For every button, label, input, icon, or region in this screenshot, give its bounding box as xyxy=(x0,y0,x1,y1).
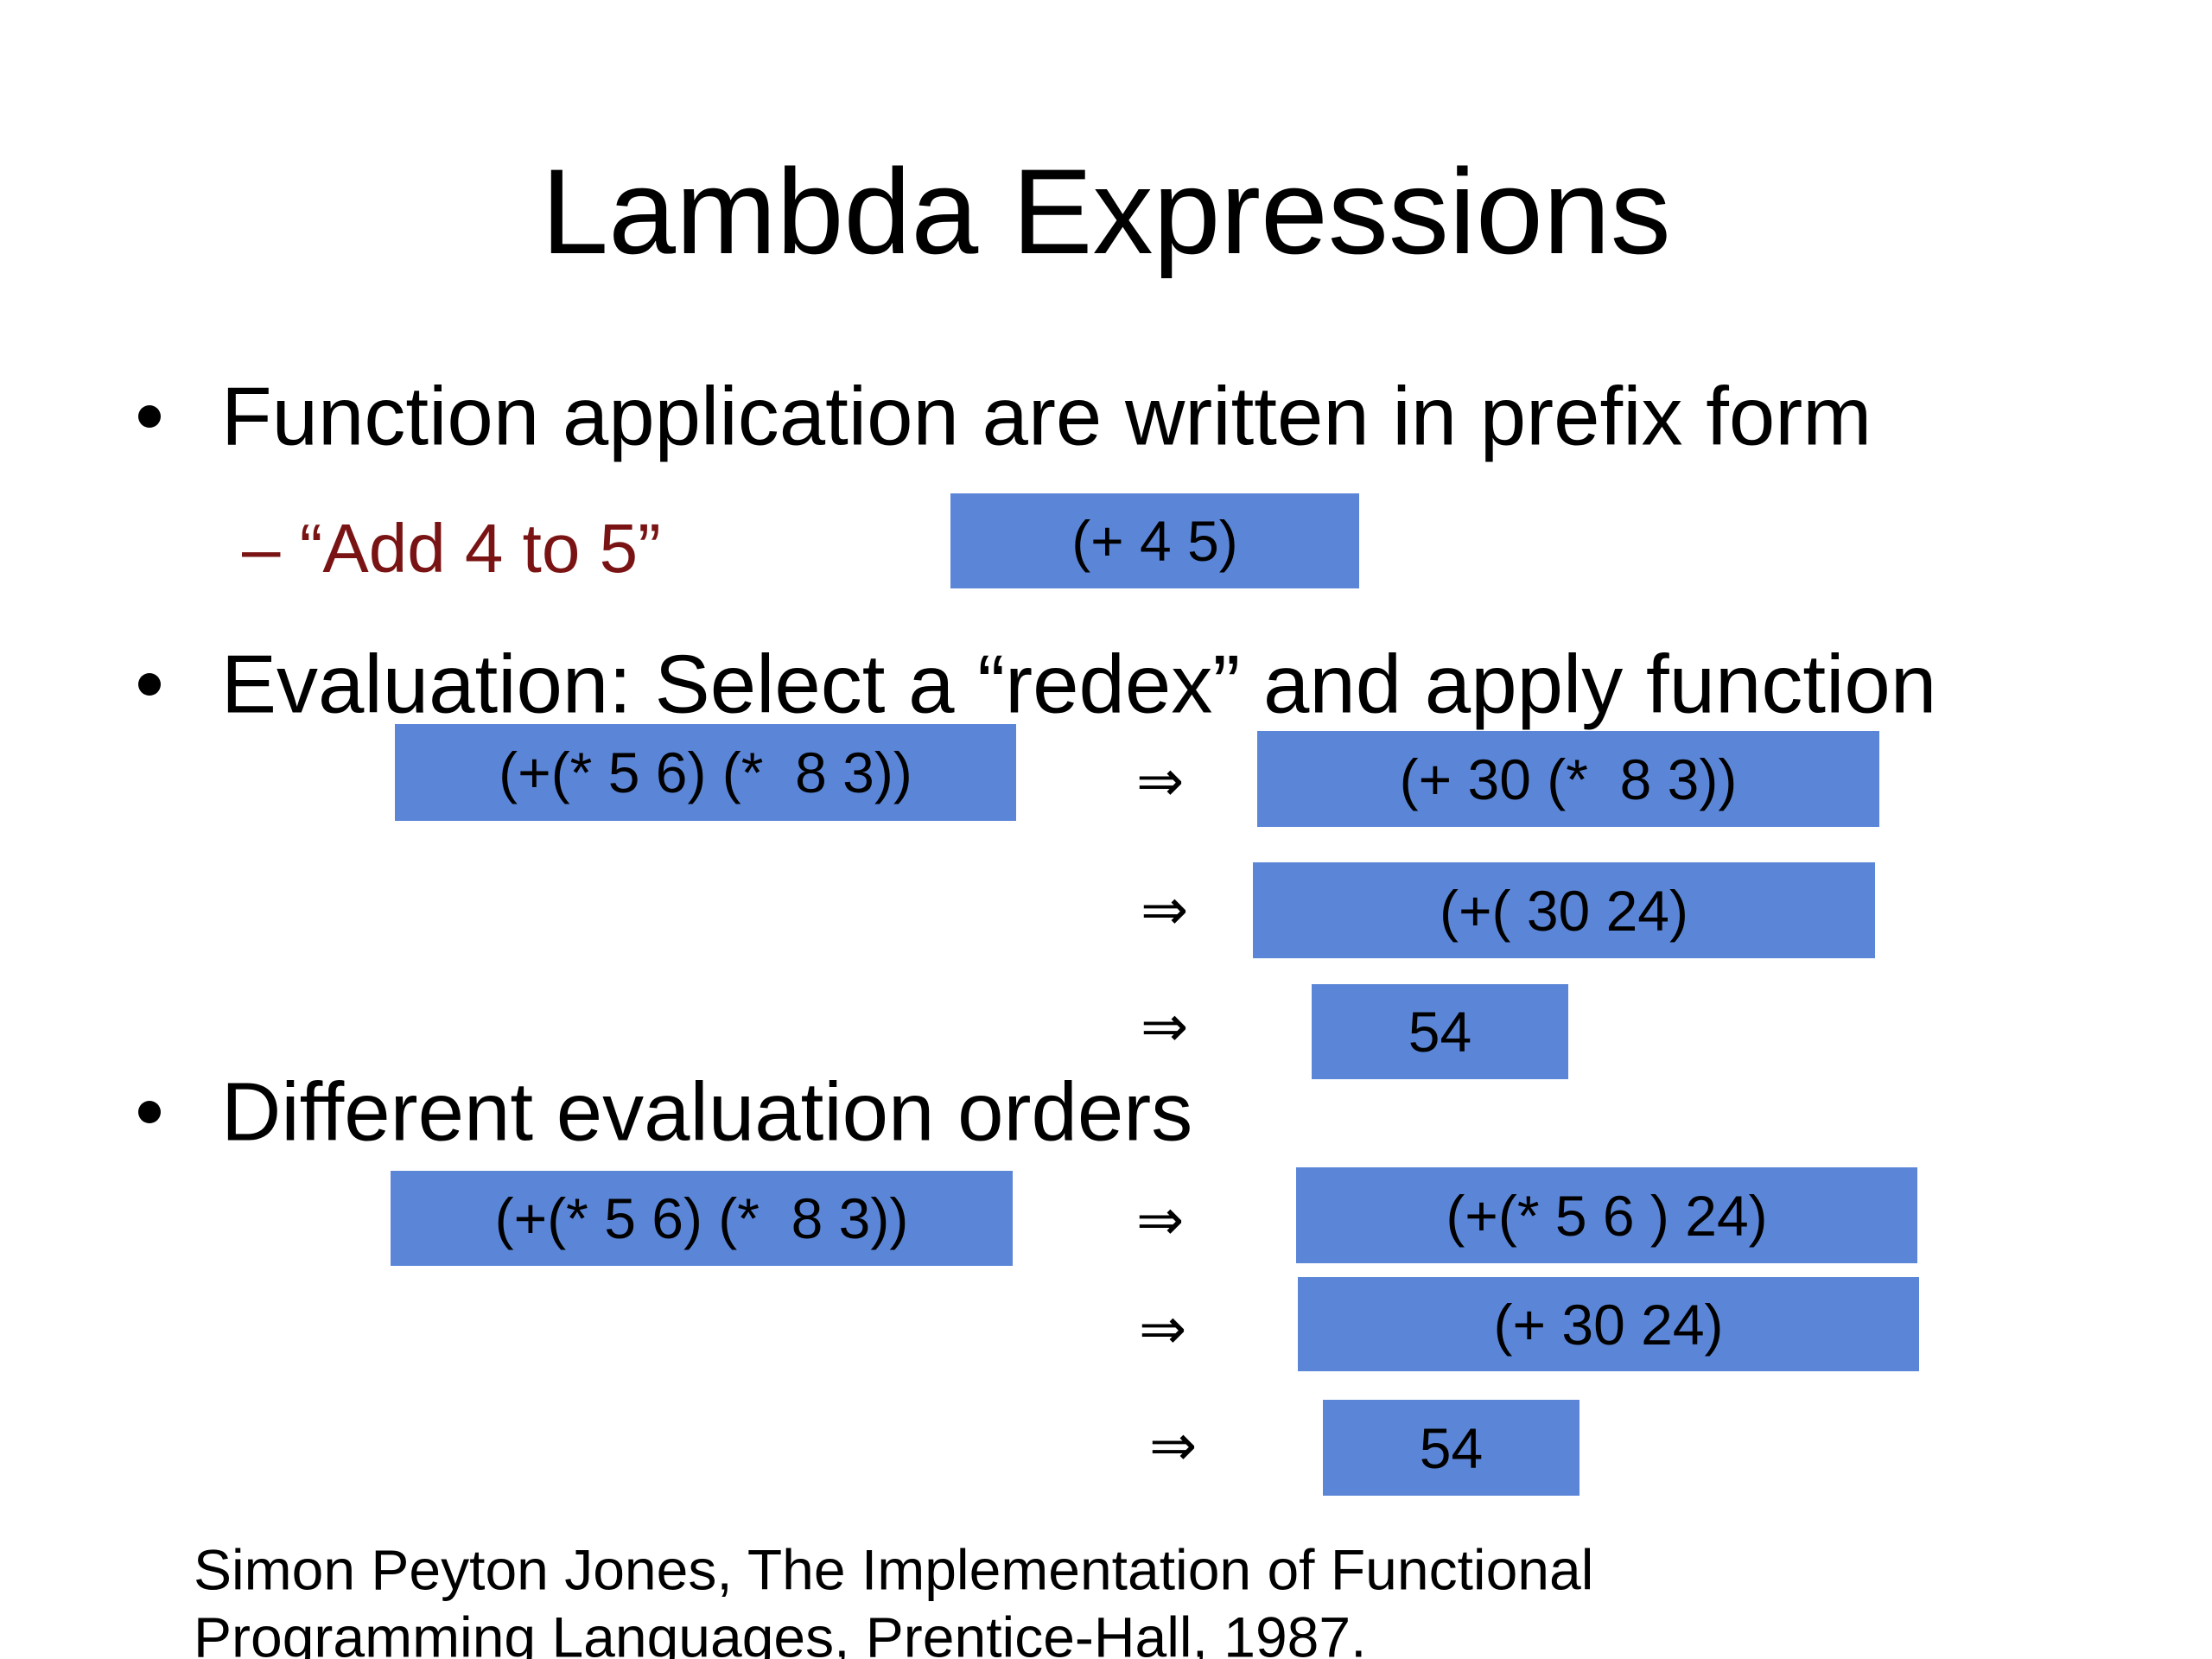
citation: Programming Languages, Prentice-Hall, 19… xyxy=(194,1605,1367,1659)
bullet: Evaluation: Select a “redex” and apply f… xyxy=(221,638,1937,731)
expr-box: (+(* 5 6) (* 8 3)) xyxy=(391,1171,1013,1266)
expr-box: (+ 4 5) xyxy=(950,493,1359,588)
arrow: ⇒ xyxy=(1136,747,1185,815)
expr-box: 54 xyxy=(1323,1400,1580,1496)
expr-box: (+( 30 24) xyxy=(1253,862,1875,958)
arrow: ⇒ xyxy=(1139,1295,1187,1363)
sub-bullet: – “Add 4 to 5” xyxy=(242,510,661,587)
expr-box: (+ 30 24) xyxy=(1298,1277,1919,1371)
bullet: Different evaluation orders xyxy=(221,1065,1193,1159)
arrow: ⇒ xyxy=(1149,1412,1198,1479)
bullet: Function application are written in pref… xyxy=(221,370,1872,463)
arrow: ⇒ xyxy=(1136,1186,1185,1254)
bullet-dot xyxy=(138,1101,161,1123)
arrow: ⇒ xyxy=(1141,876,1189,944)
slide-title: Lambda Expressions xyxy=(541,143,1671,279)
expr-box: 54 xyxy=(1312,984,1568,1079)
expr-box: (+(* 5 6) (* 8 3)) xyxy=(395,724,1016,821)
citation: Simon Peyton Jones, The Implementation o… xyxy=(194,1537,1594,1602)
arrow: ⇒ xyxy=(1141,993,1189,1060)
expr-box: (+ 30 (* 8 3)) xyxy=(1257,731,1879,827)
bullet-dot xyxy=(138,673,161,696)
bullet-dot xyxy=(138,405,161,428)
expr-box: (+(* 5 6 ) 24) xyxy=(1296,1167,1917,1263)
